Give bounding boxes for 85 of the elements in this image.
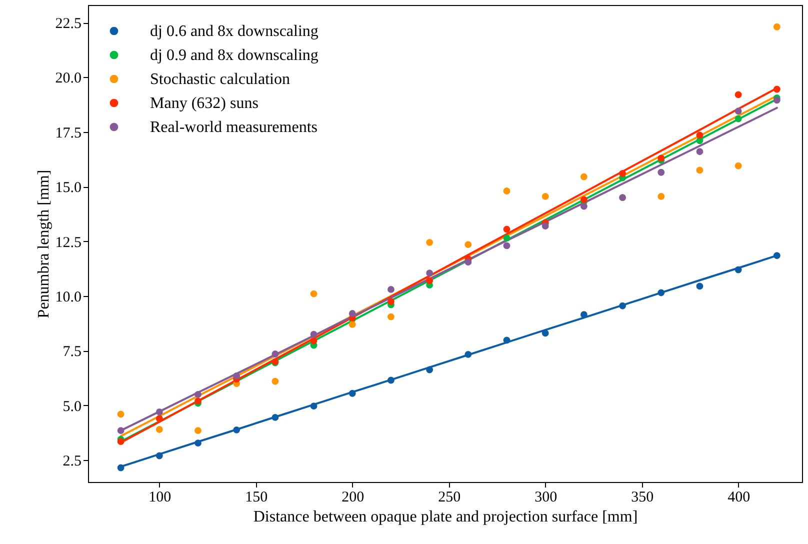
x-tick-label: 200	[342, 490, 364, 506]
point	[542, 222, 549, 230]
x-tick-label: 400	[728, 490, 750, 506]
y-tick-label: 15.0	[55, 180, 82, 196]
point	[773, 86, 780, 93]
point	[388, 376, 394, 384]
y-tick-label: 20.0	[55, 70, 82, 87]
point	[388, 313, 394, 320]
point	[696, 148, 704, 156]
y-tick-label: 10.0	[55, 290, 82, 306]
point	[194, 427, 202, 434]
y-tick-label: 22.5	[55, 16, 82, 32]
point	[696, 132, 704, 139]
point	[696, 282, 704, 290]
point	[464, 350, 472, 358]
point	[773, 96, 780, 104]
point	[426, 366, 434, 374]
x-tick-label: 250	[438, 490, 461, 506]
point	[272, 414, 279, 421]
point	[773, 23, 780, 30]
legend-label: Many (632) suns	[150, 95, 258, 112]
point	[619, 302, 626, 310]
point	[658, 289, 665, 296]
point	[580, 202, 588, 210]
point	[388, 286, 394, 293]
point	[464, 241, 472, 248]
point	[658, 193, 665, 200]
point	[734, 115, 742, 122]
point	[580, 173, 588, 180]
point	[194, 391, 202, 398]
point	[310, 402, 318, 410]
y-tick-label: 2.5	[62, 454, 82, 470]
x-tick-label: 150	[245, 490, 268, 506]
point	[388, 298, 394, 305]
point	[734, 266, 742, 274]
point	[734, 91, 742, 98]
point	[503, 226, 510, 233]
point	[503, 234, 510, 242]
point	[503, 336, 510, 344]
point	[156, 408, 163, 416]
y-tick-label: 5.0	[62, 398, 82, 415]
y-tick-label: 7.5	[62, 344, 82, 360]
legend-label: Real-world measurements	[150, 119, 318, 136]
point	[503, 242, 510, 250]
point	[117, 410, 124, 418]
point	[194, 440, 202, 447]
point	[156, 426, 163, 433]
point	[426, 238, 434, 246]
point	[310, 330, 318, 338]
x-tick-label: 300	[534, 490, 558, 506]
point	[773, 252, 780, 259]
y-tick-label: 17.5	[55, 125, 82, 142]
point	[117, 438, 124, 445]
point	[156, 452, 163, 460]
point	[194, 398, 202, 404]
point	[233, 372, 240, 380]
x-axis-title: Distance between opaque plate and projection surface [mm]	[253, 508, 638, 526]
point	[272, 378, 279, 385]
y-axis-title: Penumbra length [mm]	[35, 170, 52, 318]
point	[734, 108, 742, 115]
point	[348, 310, 356, 317]
legend-label: dj 0.6 and 8x downscaling	[150, 23, 318, 40]
point	[426, 277, 434, 284]
y-tick-label: 12.5	[55, 234, 82, 251]
point	[619, 170, 626, 177]
point	[542, 330, 549, 337]
point	[310, 290, 318, 298]
x-tick-label: 350	[631, 490, 654, 506]
point	[348, 390, 356, 397]
point	[734, 162, 742, 170]
point	[117, 427, 124, 434]
legend-label: Stochastic calculation	[150, 71, 290, 88]
point	[348, 321, 356, 328]
point	[503, 188, 510, 194]
point	[658, 168, 665, 176]
point	[272, 350, 279, 358]
point	[542, 193, 549, 200]
x-tick-label: 100	[148, 490, 172, 506]
point	[426, 270, 434, 276]
point	[580, 311, 588, 318]
point	[310, 337, 318, 344]
point	[233, 426, 240, 434]
legend-label: dj 0.9 and 8x downscaling	[150, 47, 318, 64]
point	[117, 464, 124, 472]
point	[696, 166, 704, 174]
